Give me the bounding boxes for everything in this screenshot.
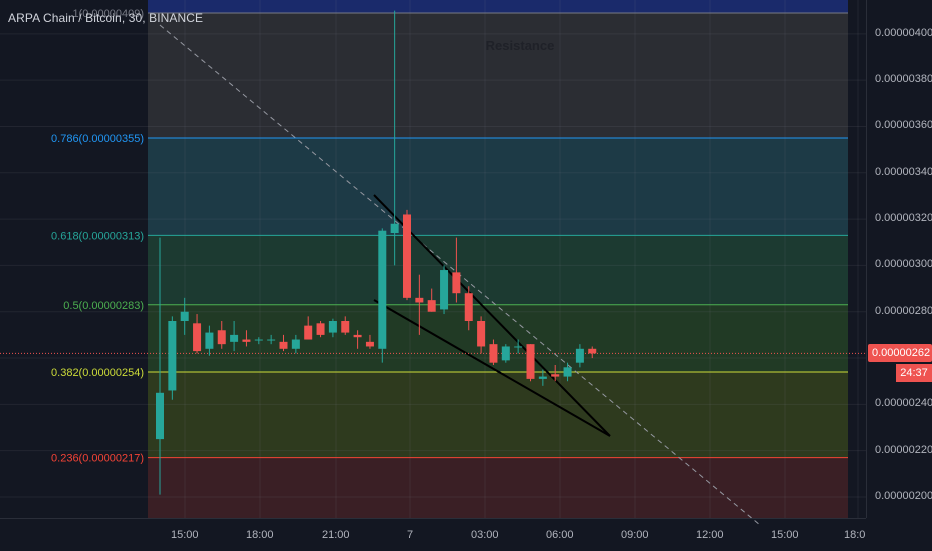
candle-body[interactable]: [440, 270, 449, 310]
candle-body[interactable]: [341, 321, 350, 333]
candle-body[interactable]: [168, 321, 177, 391]
candle-body[interactable]: [464, 293, 473, 321]
resistance-annotation: Resistance: [486, 38, 555, 53]
candle-body[interactable]: [526, 344, 535, 379]
candle-body[interactable]: [230, 334, 239, 342]
price-tick-label: 0.00000400: [875, 26, 932, 39]
candle-body[interactable]: [267, 339, 276, 341]
candle-body[interactable]: [242, 339, 251, 342]
symbol-title: ARPA Chain / Bitcoin, 30, BINANCE: [8, 11, 204, 25]
wedge-upper-line[interactable]: [373, 194, 611, 437]
time-tick-label: 18:00: [246, 529, 274, 541]
time-axis[interactable]: 15:00 18:00 21:00 7 03:00 06:00 09:00 12:00 15:0…: [0, 518, 866, 551]
fib-zone: [148, 138, 848, 236]
price-axis[interactable]: 0.000002000.000002200.000002400.00000260…: [866, 0, 932, 518]
time-tick-label: 03:00: [471, 529, 499, 541]
price-tick-label: 0.00000280: [875, 304, 932, 317]
time-tick-label: 12:00: [696, 529, 724, 541]
time-tick-label: 21:00: [322, 529, 350, 541]
time-tick-label: 15:00: [771, 529, 799, 541]
bar-countdown: 24:37: [896, 364, 932, 383]
candle-body[interactable]: [217, 330, 226, 345]
candle-body[interactable]: [156, 392, 164, 440]
fib-zone: [148, 13, 848, 139]
fib-zone: [148, 235, 848, 305]
candle-body[interactable]: [415, 297, 424, 303]
fib-level-label: 0.5(0.00000283): [63, 300, 144, 312]
candle-body[interactable]: [588, 348, 597, 354]
candle-body[interactable]: [353, 334, 362, 338]
candle-body[interactable]: [328, 321, 337, 333]
candle-body[interactable]: [477, 321, 486, 347]
time-tick-label: 18:0: [844, 529, 866, 541]
candle-body[interactable]: [180, 311, 189, 321]
candle-body[interactable]: [514, 346, 523, 348]
fib-level-label: 0.236(0.00000217): [51, 453, 144, 465]
fibonacci-labels: 1(0.00000409) 0.786(0.00000355) 0.618(0.00…: [51, 8, 144, 465]
fib-zone-bottom: [148, 457, 848, 518]
fib-zone: [148, 371, 848, 458]
price-tick-label: 0.00000220: [875, 443, 932, 456]
fibonacci-levels: [148, 12, 848, 459]
candle-body[interactable]: [254, 339, 263, 341]
candle-body[interactable]: [452, 272, 461, 294]
candle-body[interactable]: [390, 223, 399, 233]
price-tick-label: 0.00000300: [875, 258, 932, 271]
price-tick-label: 0.00000200: [875, 490, 932, 502]
candle-body[interactable]: [304, 325, 313, 340]
candle-body[interactable]: [193, 323, 202, 352]
fib-level-label: 0.618(0.00000313): [51, 230, 144, 242]
candle-body[interactable]: [575, 348, 584, 363]
fib-level-label: 0.786(0.00000355): [51, 133, 144, 145]
candle-body[interactable]: [378, 230, 387, 349]
fib-zone-top: [148, 0, 848, 13]
fibonacci-zones: [148, 0, 848, 518]
fib-zone: [148, 304, 848, 372]
price-tick-label: 0.00000360: [875, 119, 932, 132]
price-tick-label: 0.00000320: [875, 212, 932, 225]
candle-body[interactable]: [279, 341, 288, 349]
wedge-lower-line[interactable]: [373, 299, 611, 437]
candle-body[interactable]: [501, 346, 510, 361]
fib-level-label: 0.382(0.00000254): [51, 367, 144, 379]
price-tick-label: 0.00000380: [875, 73, 932, 86]
time-tick-label: 7: [407, 529, 414, 541]
time-tick-label: 06:00: [546, 529, 574, 541]
candle-body[interactable]: [563, 367, 572, 377]
candle-body[interactable]: [489, 344, 498, 363]
candle-body[interactable]: [205, 332, 214, 349]
candle-body[interactable]: [316, 323, 325, 335]
last-price-tag: 0.00000262: [868, 344, 932, 363]
candle-body[interactable]: [291, 339, 300, 349]
candle-body[interactable]: [365, 341, 374, 347]
candlestick-series: [156, 10, 597, 495]
candle-body[interactable]: [427, 300, 436, 312]
time-tick-label: 09:00: [621, 529, 649, 541]
fib-level-label: 1(0.00000409): [72, 8, 144, 20]
candle-body[interactable]: [403, 214, 411, 298]
price-tick-label: 0.00000240: [875, 397, 932, 410]
candle-body[interactable]: [538, 376, 547, 379]
candle-body[interactable]: [551, 374, 560, 377]
time-tick-label: 15:00: [171, 529, 199, 541]
price-tick-label: 0.00000340: [875, 165, 932, 178]
